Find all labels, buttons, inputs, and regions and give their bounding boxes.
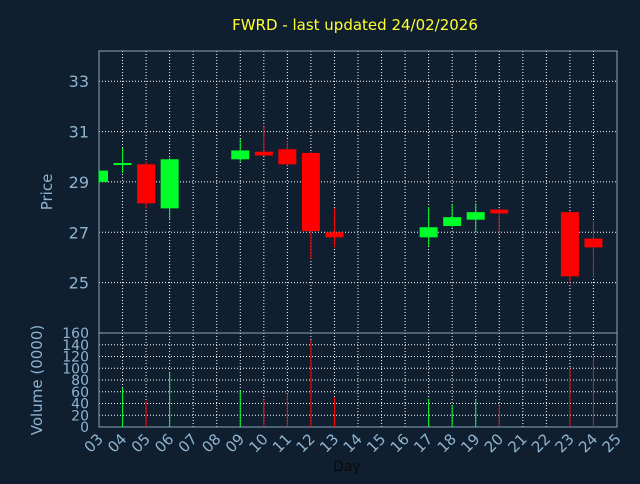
volume-tick-label: 0 xyxy=(80,420,89,436)
volume-axis-label: Volume (0000) xyxy=(28,325,46,435)
candle-body xyxy=(254,151,273,156)
candle-body xyxy=(466,212,485,220)
volume-tick-label: 40 xyxy=(71,397,89,413)
volume-tick-label: 60 xyxy=(71,385,89,401)
candle-body xyxy=(560,212,579,277)
volume-tick-label: 160 xyxy=(62,326,89,342)
candle-body xyxy=(301,152,320,232)
candle-body xyxy=(419,227,438,238)
candle-body xyxy=(584,238,603,248)
candle-body xyxy=(160,159,179,209)
price-tick-label: 31 xyxy=(69,123,89,142)
chart-title: FWRD - last updated 24/02/2026 xyxy=(232,16,478,34)
price-tick-label: 27 xyxy=(69,223,89,242)
x-axis-label: Day xyxy=(333,459,361,475)
price-tick-label: 33 xyxy=(69,72,89,91)
volume-frame xyxy=(98,332,618,428)
candle-body xyxy=(99,170,108,182)
price-panel: 25 27 29 31 33 xyxy=(69,50,618,334)
candle-body xyxy=(113,163,132,166)
candle-body xyxy=(278,149,297,165)
candle-body xyxy=(490,209,509,214)
volume-tick-label: 140 xyxy=(62,338,89,354)
price-tick-label: 25 xyxy=(69,274,89,293)
candle-body xyxy=(325,232,344,238)
volume-tick-label: 80 xyxy=(71,373,89,389)
volume-tick-label: 120 xyxy=(62,350,89,366)
candle-body xyxy=(443,217,462,226)
price-axis-label: Price xyxy=(38,174,56,211)
candle-body xyxy=(231,150,250,160)
x-tick-labels: 0304050607080910111213141516171819202122… xyxy=(81,430,625,456)
price-tick-label: 29 xyxy=(69,173,89,192)
volume-tick-label: 100 xyxy=(62,361,89,377)
candle-body xyxy=(137,164,156,204)
volume-tick-label: 20 xyxy=(71,408,89,424)
